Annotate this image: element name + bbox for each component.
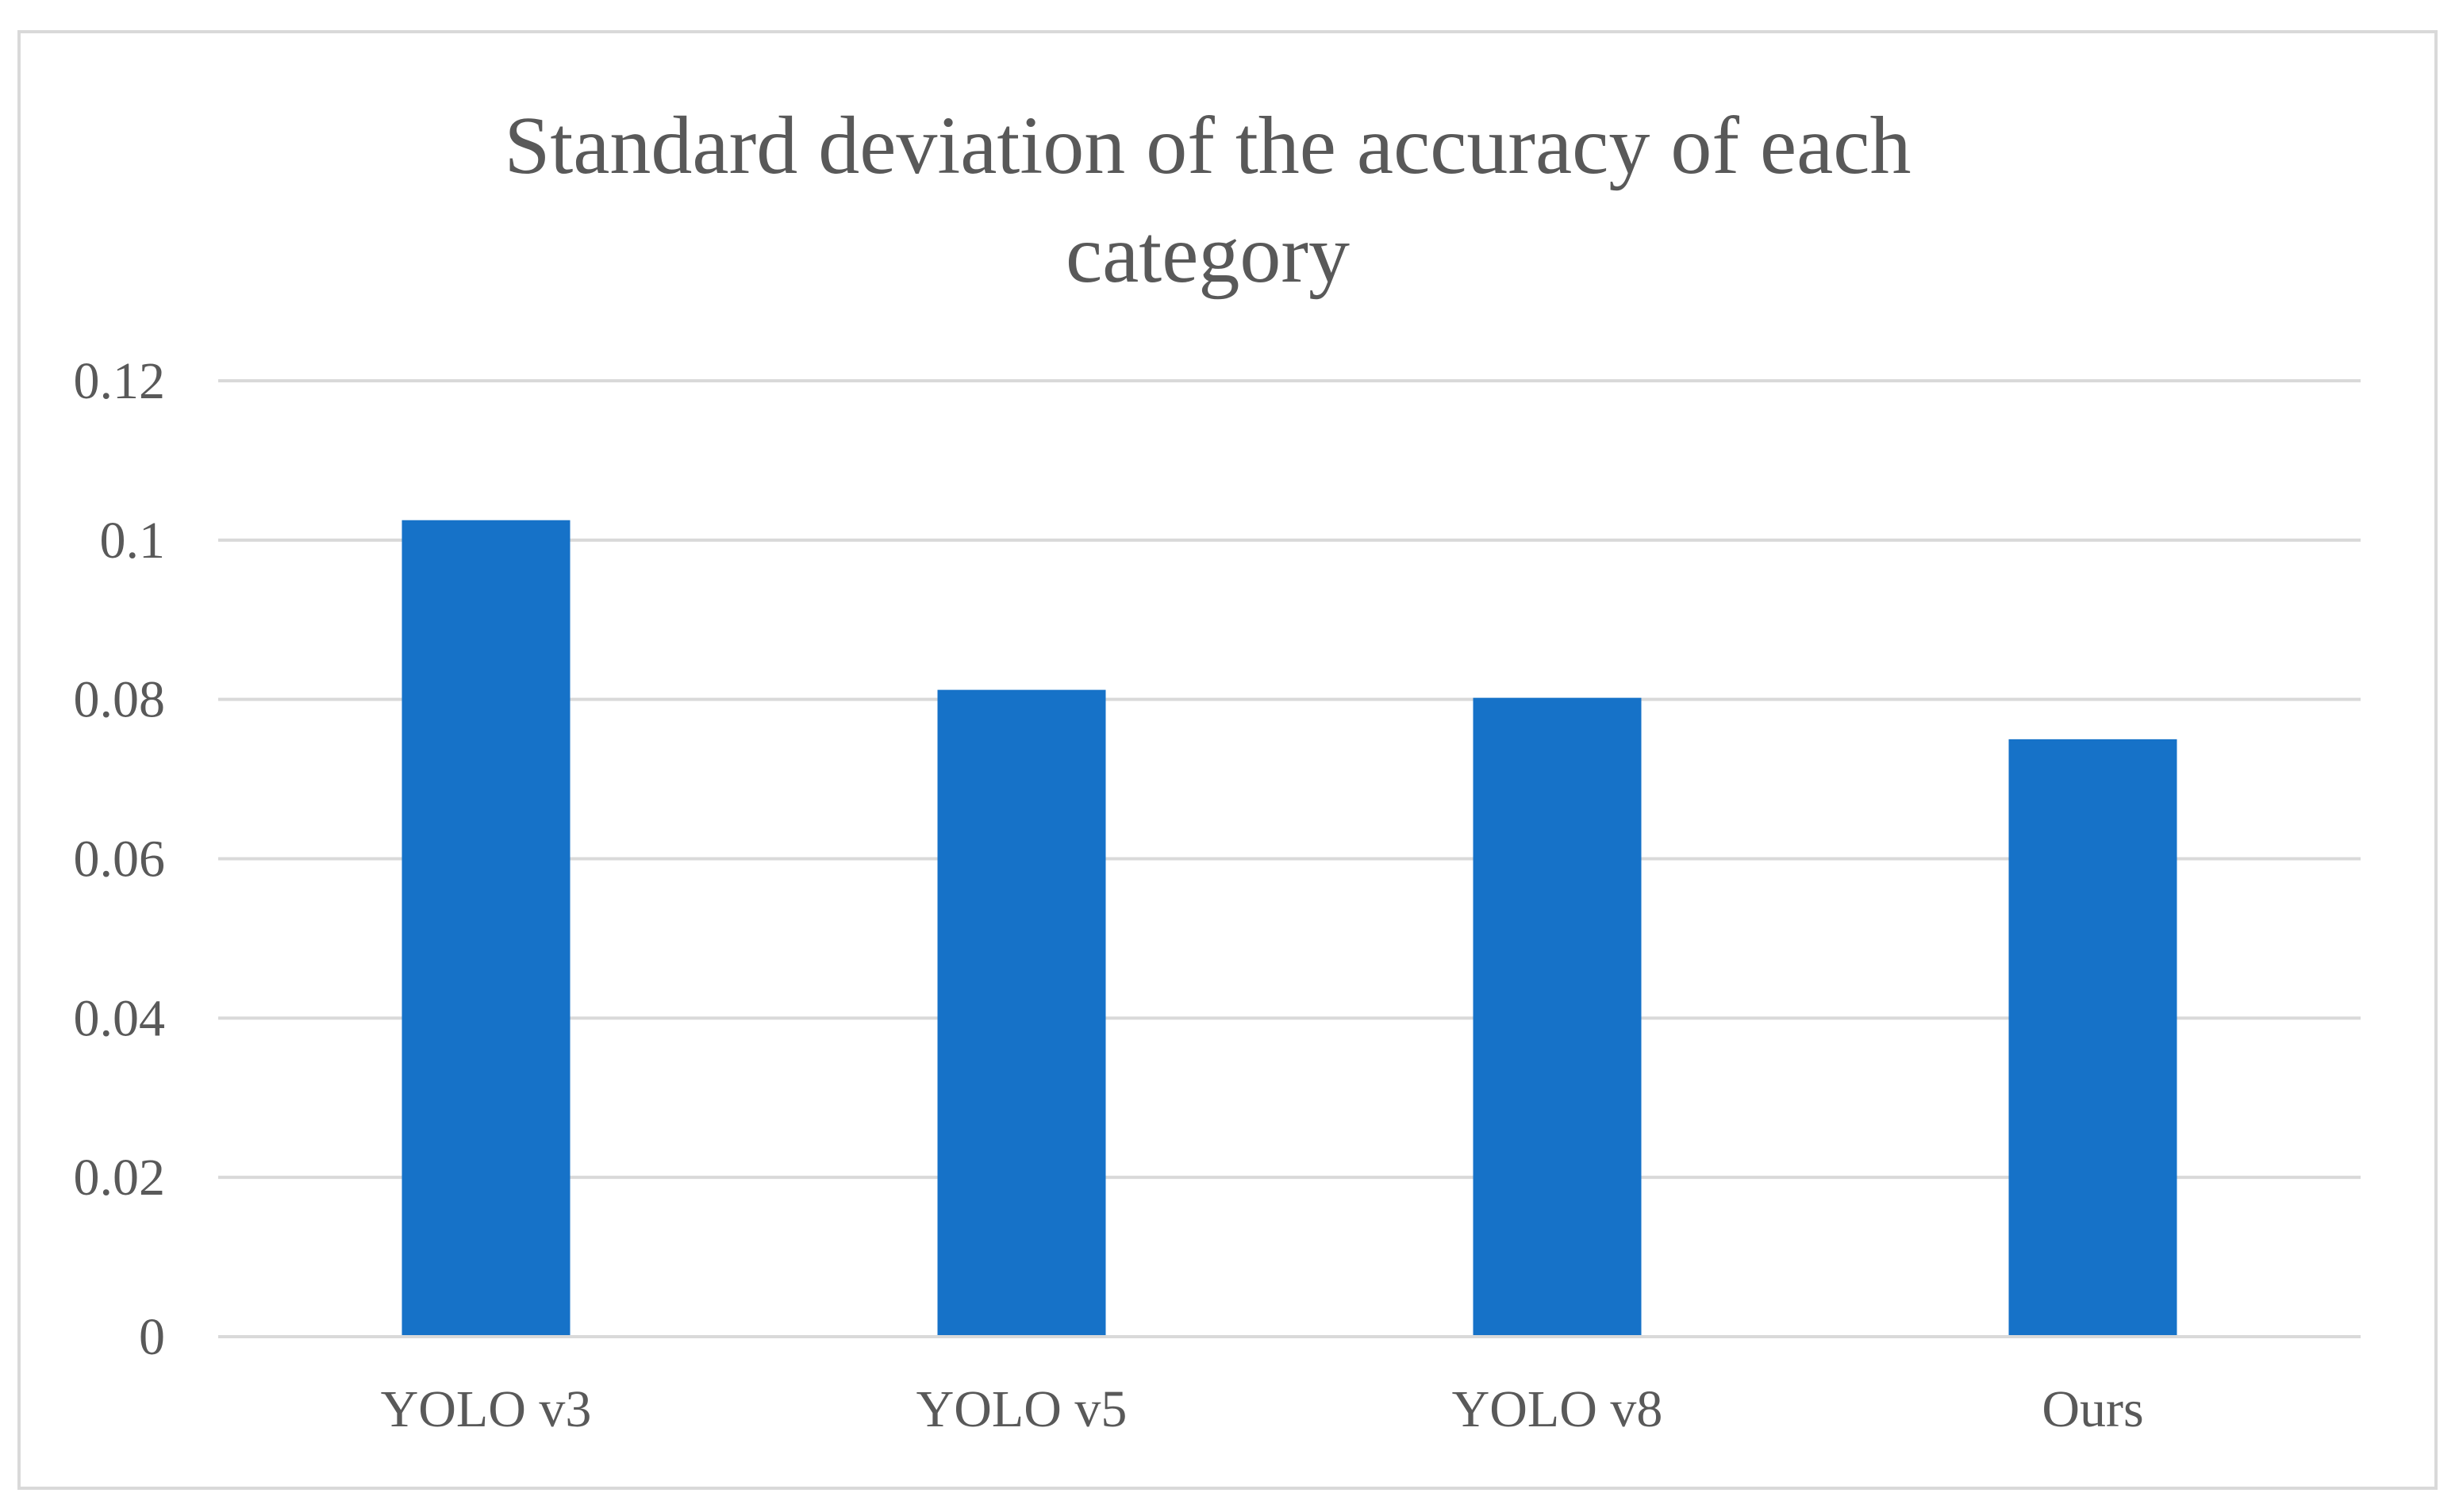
x-tick-label: YOLO v5 bbox=[916, 1380, 1128, 1438]
y-tick-label: 0.1 bbox=[100, 512, 166, 570]
x-tick-label: Ours bbox=[2042, 1380, 2143, 1438]
x-tick-label: YOLO v8 bbox=[1452, 1380, 1663, 1438]
y-tick-label: 0.02 bbox=[74, 1149, 166, 1207]
bar bbox=[937, 689, 1106, 1335]
y-tick-label: 0.12 bbox=[74, 352, 166, 410]
y-tick-label: 0.06 bbox=[74, 831, 166, 888]
gridlines bbox=[218, 379, 2361, 1338]
bar bbox=[402, 520, 571, 1335]
x-axis-tick-labels: YOLO v3 YOLO v5 YOLO v8 Ours bbox=[381, 1380, 2144, 1438]
chart-title-line-1: Standard deviation of the accuracy of ea… bbox=[505, 100, 1911, 191]
y-tick-label: 0.04 bbox=[74, 989, 166, 1047]
bars bbox=[402, 520, 2177, 1335]
chart-title-line-2: category bbox=[1066, 209, 1350, 300]
chart-title: Standard deviation of the accuracy of ea… bbox=[505, 100, 1911, 300]
y-tick-label: 0 bbox=[139, 1308, 165, 1366]
bar bbox=[1473, 697, 1642, 1335]
y-tick-label: 0.08 bbox=[74, 671, 166, 729]
x-tick-label: YOLO v3 bbox=[381, 1380, 592, 1438]
bar bbox=[2008, 739, 2177, 1335]
y-axis-tick-labels: 0 0.02 0.04 0.06 0.08 0.1 0.12 bbox=[74, 352, 166, 1366]
